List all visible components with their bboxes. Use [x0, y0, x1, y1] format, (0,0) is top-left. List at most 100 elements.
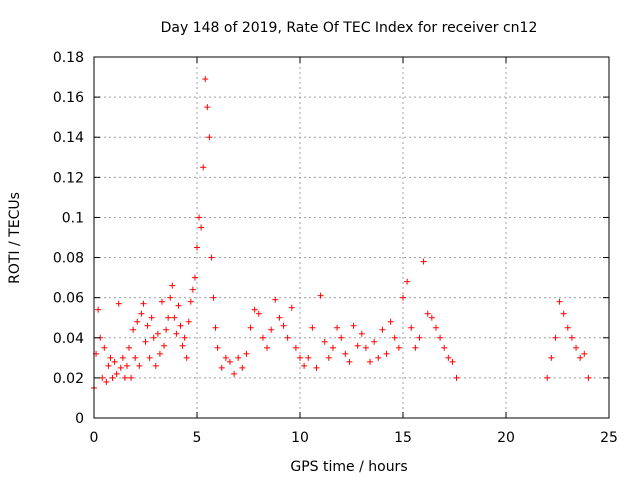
data-point [556, 298, 563, 305]
data-point [191, 274, 198, 281]
data-point [169, 282, 176, 289]
data-point [231, 370, 238, 377]
data-point [375, 354, 382, 361]
data-point [123, 362, 130, 369]
x-axis-ticks: 0 5 10 15 20 25 [90, 57, 618, 446]
grid-lines [94, 57, 609, 418]
data-point [99, 374, 106, 381]
data-point [200, 164, 207, 171]
data-point [573, 344, 580, 351]
data-point [198, 224, 205, 231]
data-point [173, 330, 180, 337]
data-point [445, 354, 452, 361]
data-point [350, 322, 357, 329]
data-point [239, 364, 246, 371]
data-point [189, 286, 196, 293]
data-point [552, 334, 559, 341]
data-point [177, 322, 184, 329]
data-point [226, 358, 233, 365]
data-point [292, 344, 299, 351]
data-point [309, 324, 316, 331]
data-point [235, 354, 242, 361]
data-point [142, 338, 149, 345]
data-point [400, 294, 406, 301]
y-tick-label: 0 [75, 411, 84, 427]
data-point [544, 374, 551, 381]
x-tick-label: 15 [394, 430, 412, 446]
data-point [171, 314, 178, 321]
data-point [115, 300, 122, 307]
data-point [297, 354, 303, 361]
data-point [276, 314, 283, 321]
data-point [272, 296, 279, 303]
data-point [243, 350, 250, 357]
data-point [313, 364, 320, 371]
data-point [144, 322, 151, 329]
data-point [387, 318, 394, 325]
data-point [167, 294, 174, 301]
data-point [146, 354, 153, 361]
data-point [175, 302, 182, 309]
data-point [288, 304, 295, 311]
data-point [325, 354, 332, 361]
data-point [206, 134, 213, 141]
x-tick-label: 25 [600, 430, 618, 446]
data-point [428, 314, 435, 321]
data-point [412, 344, 419, 351]
data-point [156, 350, 163, 357]
data-point [121, 374, 128, 381]
x-tick-label: 10 [291, 430, 309, 446]
data-point [560, 310, 567, 317]
data-point [183, 354, 190, 361]
x-tick-label: 0 [90, 430, 99, 446]
data-point [420, 258, 427, 265]
data-point [126, 344, 133, 351]
data-point [432, 324, 439, 331]
y-tick-label: 0.18 [53, 50, 84, 66]
y-tick-label: 0.06 [53, 291, 84, 307]
plot-frame [93, 56, 610, 419]
data-point [437, 334, 444, 341]
data-point [163, 326, 170, 333]
data-point [212, 324, 219, 331]
data-point [247, 324, 254, 331]
data-point [280, 322, 287, 329]
data-point [342, 350, 349, 357]
data-point [119, 354, 126, 361]
data-point [107, 354, 114, 361]
y-tick-label: 0.12 [53, 170, 84, 186]
data-point [140, 300, 147, 307]
data-point [134, 318, 141, 325]
data-point [132, 354, 139, 361]
data-point [194, 244, 200, 251]
data-points [91, 76, 592, 391]
data-point [154, 330, 161, 337]
y-tick-label: 0.16 [53, 90, 84, 106]
data-point [103, 378, 110, 385]
data-point [354, 342, 361, 349]
data-point [148, 314, 155, 321]
data-point [130, 326, 137, 333]
data-point [577, 354, 584, 361]
data-point [449, 358, 456, 365]
data-point [214, 344, 221, 351]
data-point [305, 354, 312, 361]
x-tick-label: 20 [497, 430, 515, 446]
data-point [113, 370, 120, 377]
data-point [185, 318, 192, 325]
data-point [111, 358, 118, 365]
y-tick-label: 0.04 [53, 331, 84, 347]
data-point [379, 326, 386, 333]
data-point [408, 324, 415, 331]
data-point [150, 334, 157, 341]
data-point [181, 334, 188, 341]
data-point [581, 350, 588, 357]
data-point [568, 334, 575, 341]
data-point [95, 306, 102, 313]
x-tick-label: 5 [193, 430, 202, 446]
data-point [585, 374, 592, 381]
data-point [416, 334, 423, 341]
data-point [152, 362, 159, 369]
data-point [564, 324, 571, 331]
